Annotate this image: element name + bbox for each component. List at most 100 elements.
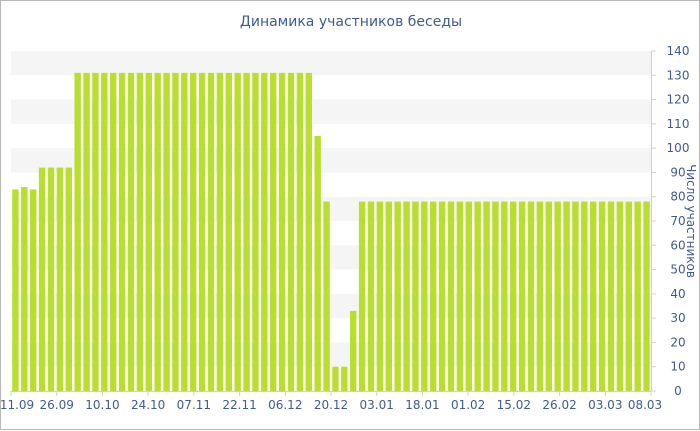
- bar: [74, 72, 81, 392]
- x-tick-label: 01.02: [451, 398, 485, 412]
- bar: [287, 72, 295, 392]
- bar: [47, 167, 55, 391]
- x-tick-label: 24.10: [131, 398, 165, 412]
- bar: [536, 201, 544, 391]
- bar: [590, 201, 597, 391]
- x-tick-label: 03.01: [360, 398, 394, 412]
- grid-band: [11, 99, 651, 124]
- x-tick-label: 22.11: [222, 398, 256, 412]
- y-tick-label: 70: [670, 214, 685, 228]
- grid-band: [11, 51, 651, 76]
- grid-band: [11, 342, 651, 367]
- y-tick-label: 100: [667, 141, 690, 155]
- y-tick-label: 50: [670, 263, 685, 277]
- y-tick-label: 110: [667, 117, 690, 131]
- y-tick-label: 10: [670, 360, 685, 374]
- bar: [172, 72, 179, 392]
- bar: [483, 201, 490, 391]
- bar: [447, 201, 455, 391]
- bar: [83, 72, 90, 392]
- y-tick-label: 130: [667, 68, 690, 82]
- bar: [332, 366, 339, 391]
- bar: [21, 187, 28, 391]
- bar: [394, 201, 401, 391]
- bar: [323, 201, 330, 391]
- bar: [243, 72, 250, 392]
- bar: [234, 72, 241, 392]
- bar: [385, 201, 392, 391]
- bar: [163, 72, 170, 392]
- x-tick-label: 11.09: [1, 398, 34, 412]
- y-tick-label: 30: [670, 311, 685, 325]
- bar: [510, 201, 517, 391]
- y-tick-label: 0: [674, 384, 682, 398]
- x-tick-label: 10.10: [85, 398, 119, 412]
- bar: [403, 201, 410, 391]
- bar: [38, 167, 46, 391]
- bar: [465, 201, 472, 391]
- bar: [270, 72, 277, 392]
- y-tick-label: 20: [670, 335, 685, 349]
- bars: [12, 72, 650, 392]
- bar: [110, 72, 117, 392]
- bar: [305, 72, 312, 392]
- grid-band: [11, 245, 651, 270]
- bar: [198, 72, 206, 392]
- y-tick-label: 80: [670, 190, 685, 204]
- grid-band: [11, 196, 651, 221]
- bar: [572, 201, 579, 391]
- y-tick-label: 140: [667, 44, 690, 58]
- x-tick-label: 26.09: [40, 398, 74, 412]
- bar: [92, 72, 99, 392]
- bar: [101, 72, 108, 392]
- bar: [625, 201, 632, 391]
- bar: [261, 72, 268, 392]
- x-tick-label: 06.12: [268, 398, 302, 412]
- bar: [518, 201, 526, 391]
- bar: [296, 72, 304, 392]
- bar: [278, 72, 286, 392]
- bar: [314, 136, 321, 391]
- x-tick-label: 03.03: [588, 398, 622, 412]
- bar: [501, 201, 508, 391]
- bar: [607, 201, 615, 391]
- bar: [341, 366, 348, 391]
- x-tick-label: 18.01: [405, 398, 439, 412]
- bar: [598, 201, 606, 391]
- bar: [376, 201, 384, 391]
- bar: [492, 201, 499, 391]
- bar: [154, 72, 161, 392]
- x-tick-label: 15.02: [497, 398, 531, 412]
- bar: [225, 72, 232, 392]
- bar: [438, 201, 446, 391]
- bar: [30, 189, 37, 391]
- bar: [430, 201, 437, 391]
- bar: [65, 167, 72, 391]
- bar: [190, 72, 197, 392]
- y-tick-label: 90: [670, 165, 685, 179]
- chart-title: Динамика участников беседы: [239, 14, 463, 30]
- bar: [181, 72, 188, 392]
- grid-band: [11, 148, 651, 173]
- grid-band: [11, 293, 651, 319]
- bar: [127, 72, 135, 392]
- bar: [412, 201, 419, 391]
- y-tick-label: 120: [667, 93, 690, 107]
- x-tick-label: 20.12: [314, 398, 348, 412]
- bar: [358, 201, 366, 391]
- bar: [207, 72, 215, 392]
- grid-bands: [11, 51, 651, 367]
- bar: [118, 72, 126, 392]
- bar: [367, 201, 375, 391]
- bar: [554, 201, 561, 391]
- bar: [616, 201, 624, 391]
- x-tick-label: 26.02: [542, 398, 576, 412]
- bar: [581, 201, 588, 391]
- bar: [136, 72, 144, 392]
- x-ticks: 11.09 26.09 10.10 24.10 07.11 22.11 06.12 20.12…: [1, 391, 662, 412]
- x-tick-label: 08.03: [628, 398, 662, 412]
- y-tick-label: 60: [670, 238, 685, 252]
- x-tick-label: 07.11: [177, 398, 211, 412]
